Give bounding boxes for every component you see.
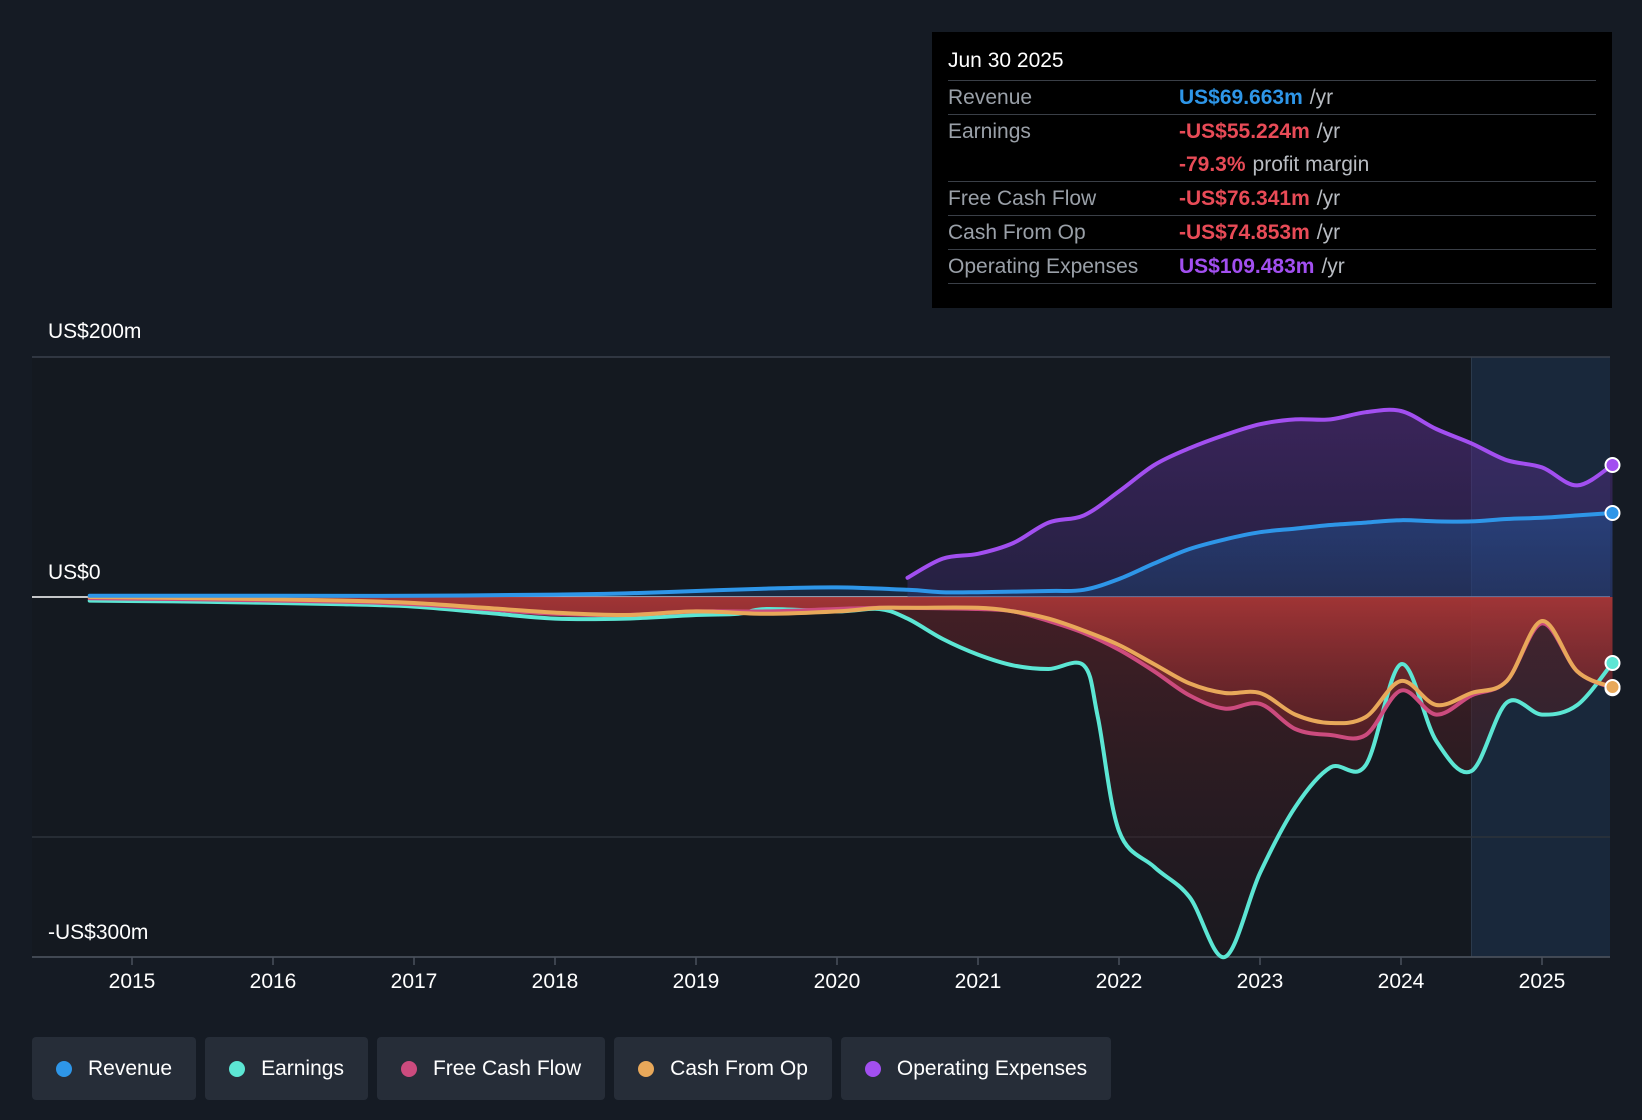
tooltip-row-earnings: Earnings -US$55.224m /yr — [948, 114, 1596, 148]
area-free-cash-flow — [89, 597, 1613, 739]
legend-dot-icon — [229, 1060, 246, 1077]
tooltip-value: -79.3% — [1179, 152, 1246, 176]
tooltip-row-margin: -79.3% profit margin — [948, 148, 1596, 181]
series-line-operating-expenses — [905, 407, 1615, 580]
legend-item-earnings[interactable]: Earnings — [205, 1037, 368, 1100]
legend: Revenue Earnings Free Cash Flow Cash Fro… — [32, 1037, 1112, 1100]
series-line-revenue — [87, 511, 1615, 598]
legend-label: Earnings — [261, 1056, 344, 1080]
tooltip-row-revenue: Revenue US$69.663m /yr — [948, 80, 1596, 114]
x-tick: 2017 — [390, 970, 438, 993]
tooltip-unit: /yr — [1316, 119, 1341, 143]
legend-label: Cash From Op — [670, 1056, 808, 1080]
tooltip-unit: /yr — [1316, 220, 1341, 244]
area-revenue — [89, 513, 1613, 597]
legend-item-operating-expenses[interactable]: Operating Expenses — [840, 1037, 1112, 1100]
x-tick: 2018 — [531, 970, 579, 993]
tooltip-value: -US$74.853m — [1179, 220, 1310, 244]
x-tick: 2016 — [249, 970, 297, 993]
tooltip-label: Operating Expenses — [948, 254, 1139, 278]
tooltip-value: US$109.483m — [1179, 254, 1315, 278]
legend-item-free-cash-flow[interactable]: Free Cash Flow — [376, 1037, 606, 1100]
x-tick: 2022 — [1095, 970, 1143, 993]
legend-item-cash-from-op[interactable]: Cash From Op — [614, 1037, 832, 1100]
tooltip-value: -US$76.341m — [1179, 186, 1310, 210]
tooltip-row-fcf: Free Cash Flow -US$76.341m /yr — [948, 181, 1596, 215]
tooltip-label: Earnings — [948, 119, 1031, 143]
tooltip-value: -US$55.224m — [1179, 119, 1310, 143]
series-line-cash-from-op — [87, 595, 1615, 726]
x-tick: 2021 — [954, 970, 1002, 993]
tooltip-label: Free Cash Flow — [948, 186, 1097, 210]
tooltip-panel: Jun 30 2025 Revenue US$69.663m /yr Earni… — [932, 32, 1612, 308]
legend-dot-icon — [638, 1060, 655, 1077]
legend-label: Free Cash Flow — [432, 1056, 582, 1080]
series-line-earnings — [87, 598, 1615, 960]
tooltip-unit: /yr — [1309, 85, 1334, 109]
x-tick: 2015 — [108, 970, 156, 993]
series-endpoint-operating-expenses — [1604, 457, 1621, 473]
legend-dot-icon — [400, 1060, 417, 1077]
legend-dot-icon — [56, 1060, 72, 1077]
tooltip-unit: /yr — [1316, 186, 1341, 210]
y-label-top: US$200m — [48, 320, 142, 343]
legend-label: Operating Expenses — [896, 1056, 1088, 1080]
tooltip-unit: /yr — [1321, 254, 1345, 278]
x-tick: 2024 — [1377, 970, 1425, 993]
series-endpoint-revenue — [1604, 505, 1621, 521]
y-label-zero: US$0 — [48, 561, 101, 584]
x-tick: 2019 — [672, 970, 720, 993]
tooltip-unit: profit margin — [1252, 152, 1370, 176]
x-tick: 2025 — [1518, 970, 1566, 993]
x-tick: 2023 — [1236, 970, 1284, 993]
legend-item-revenue[interactable]: Revenue — [32, 1037, 197, 1100]
tooltip-date: Jun 30 2025 — [948, 49, 1064, 72]
tooltip-label: Cash From Op — [948, 220, 1086, 244]
legend-label: Revenue — [88, 1056, 173, 1080]
tooltip-row-opex: Operating Expenses US$109.483m /yr — [948, 249, 1596, 284]
legend-dot-icon — [864, 1060, 881, 1077]
x-tick: 2020 — [813, 970, 861, 993]
tooltip-label: Revenue — [948, 85, 1033, 109]
tooltip-row-cfo: Cash From Op -US$74.853m /yr — [948, 215, 1596, 249]
y-label-bottom: -US$300m — [48, 921, 149, 944]
series-endpoint-cash-from-op — [1604, 679, 1621, 695]
series-endpoint-earnings — [1604, 655, 1621, 671]
tooltip-value: US$69.663m — [1179, 85, 1303, 109]
